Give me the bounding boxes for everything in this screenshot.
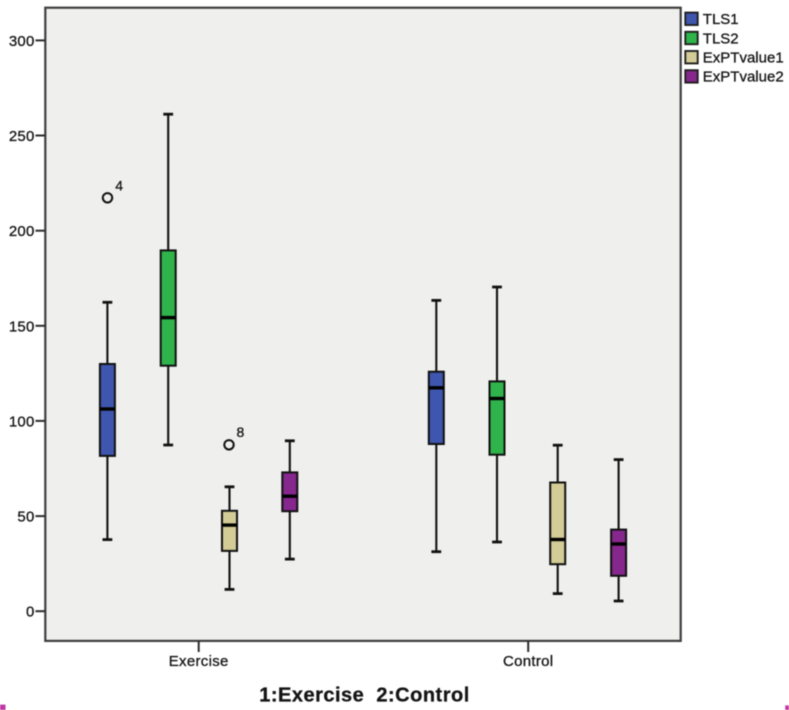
svg-text:50: 50 bbox=[17, 509, 34, 526]
svg-text:300: 300 bbox=[9, 33, 35, 50]
svg-text:TLS1: TLS1 bbox=[703, 11, 739, 28]
svg-text:ExPTvalue2: ExPTvalue2 bbox=[703, 69, 784, 86]
svg-text:100: 100 bbox=[9, 413, 35, 430]
svg-text:4: 4 bbox=[115, 178, 123, 194]
svg-text:250: 250 bbox=[9, 128, 35, 145]
svg-text:ExPTvalue1: ExPTvalue1 bbox=[703, 50, 784, 67]
svg-text:0: 0 bbox=[26, 604, 35, 621]
svg-text:1:Exercise 2:Control: 1:Exercise 2:Control bbox=[259, 684, 470, 706]
svg-text:Exercise: Exercise bbox=[169, 653, 229, 670]
svg-text:TLS2: TLS2 bbox=[703, 30, 739, 47]
svg-text:150: 150 bbox=[9, 318, 35, 335]
svg-text:200: 200 bbox=[9, 223, 35, 240]
svg-text:8: 8 bbox=[237, 424, 245, 440]
svg-text:Control: Control bbox=[503, 653, 553, 670]
